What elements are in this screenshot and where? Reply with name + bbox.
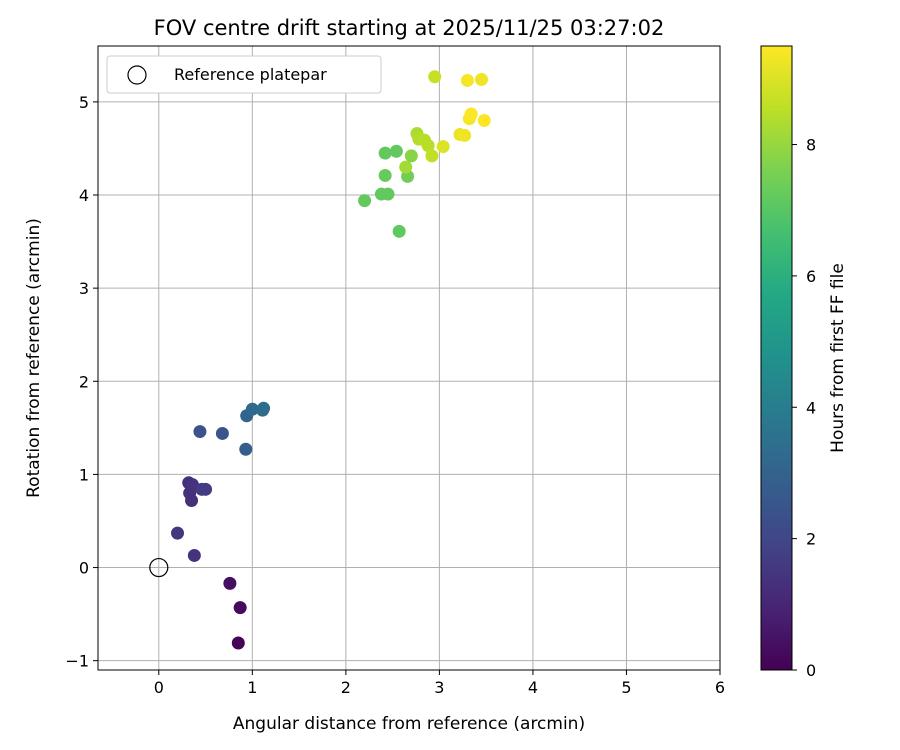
data-point xyxy=(239,442,253,456)
colorbar-tick-label: 6 xyxy=(806,267,816,286)
colorbar-tick-label: 2 xyxy=(806,530,816,549)
data-point xyxy=(404,149,418,163)
x-tick-label: 0 xyxy=(154,678,164,697)
y-axis-ticks: −1 0 1 2 3 4 5 xyxy=(65,93,98,671)
data-point xyxy=(378,146,392,160)
grid-lines xyxy=(98,46,721,670)
data-points xyxy=(171,70,491,650)
legend-marker xyxy=(127,65,147,85)
colorbar-gradient xyxy=(760,45,793,671)
chart-title: FOV centre drift starting at 2025/11/25 … xyxy=(154,16,665,40)
data-point xyxy=(428,70,442,84)
y-tick-label: 1 xyxy=(79,465,89,484)
x-axis-label: Angular distance from reference (arcmin) xyxy=(233,714,585,734)
y-tick-label: 2 xyxy=(79,372,89,391)
colorbar-ticks: 0 2 4 6 8 xyxy=(792,136,816,680)
y-tick-label: 3 xyxy=(79,279,89,298)
data-point xyxy=(187,548,201,562)
data-point xyxy=(199,482,213,496)
data-point xyxy=(392,224,406,238)
data-point xyxy=(458,128,472,142)
x-tick-label: 5 xyxy=(621,678,631,697)
data-point xyxy=(215,426,229,440)
x-tick-label: 6 xyxy=(715,678,725,697)
data-point xyxy=(257,401,271,415)
data-point xyxy=(389,144,403,158)
data-point xyxy=(474,73,488,87)
y-tick-label: 5 xyxy=(79,93,89,112)
colorbar-tick-label: 8 xyxy=(806,136,816,155)
legend-box xyxy=(106,55,382,94)
data-point xyxy=(425,149,439,163)
data-point xyxy=(378,168,392,182)
y-tick-label: −1 xyxy=(65,652,89,671)
legend-label: Reference platepar xyxy=(174,65,327,84)
y-tick-label: 0 xyxy=(79,559,89,578)
y-axis-label: Rotation from reference (arcmin) xyxy=(24,218,44,498)
x-tick-label: 1 xyxy=(247,678,257,697)
x-tick-label: 4 xyxy=(528,678,538,697)
data-point xyxy=(421,139,435,153)
data-point xyxy=(358,194,372,208)
x-tick-label: 3 xyxy=(434,678,444,697)
data-point xyxy=(231,636,245,650)
legend: Reference platepar xyxy=(106,55,382,94)
data-point xyxy=(171,526,185,540)
data-point xyxy=(381,187,395,201)
data-point xyxy=(245,402,259,416)
data-point xyxy=(436,140,450,154)
data-point xyxy=(193,425,207,439)
data-point xyxy=(460,73,474,87)
x-tick-label: 2 xyxy=(341,678,351,697)
reference-marker xyxy=(149,557,169,578)
colorbar-label: Hours from first FF file xyxy=(828,263,848,453)
x-axis-ticks: 0 1 2 3 4 5 6 xyxy=(154,670,725,697)
colorbar-tick-label: 0 xyxy=(806,661,816,680)
colorbar: 0 2 4 6 8 Hours from first FF file xyxy=(760,45,848,680)
data-point xyxy=(477,114,491,128)
data-point xyxy=(399,160,413,174)
colorbar-tick-label: 4 xyxy=(806,398,816,417)
data-point xyxy=(223,576,237,590)
data-point xyxy=(233,601,247,615)
y-tick-label: 4 xyxy=(79,186,89,205)
plot-frame xyxy=(97,45,721,671)
data-point xyxy=(464,107,478,121)
